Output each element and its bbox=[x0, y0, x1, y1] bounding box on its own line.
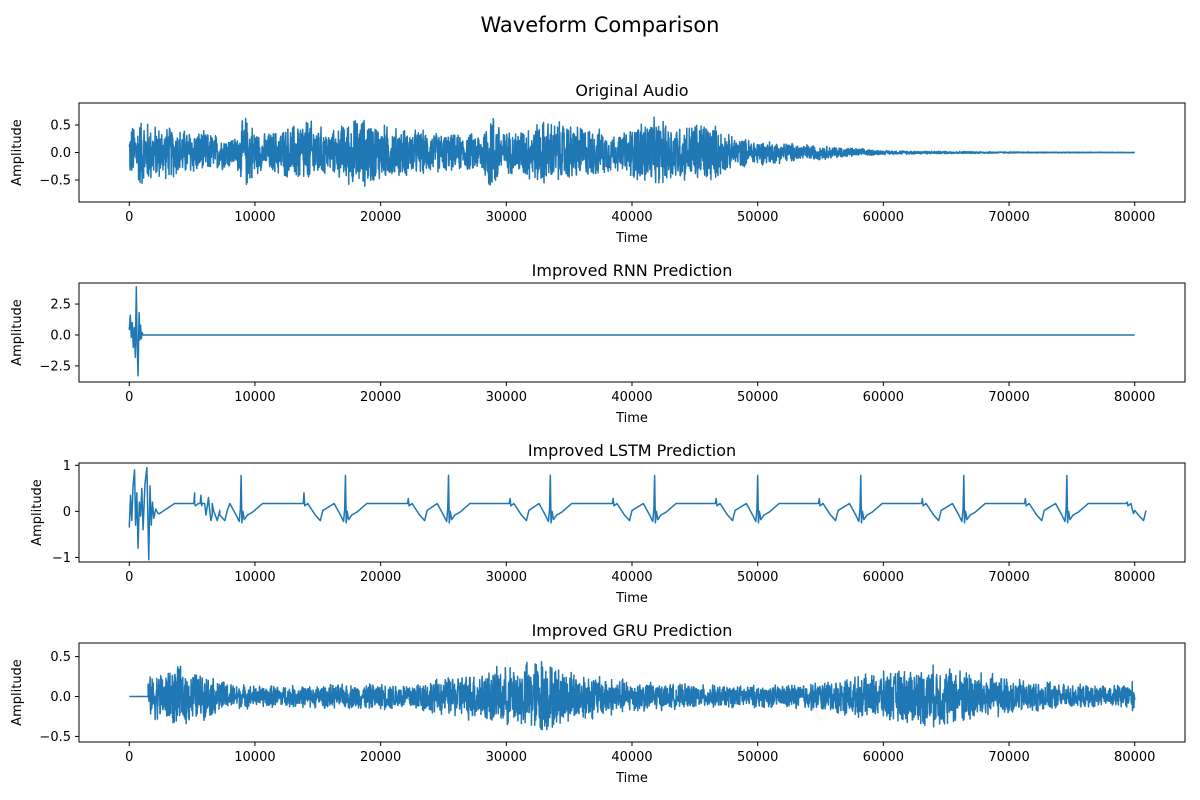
y-tick-label: −2.5 bbox=[39, 359, 71, 374]
series-line bbox=[128, 466, 1147, 561]
y-tick-label: 2.5 bbox=[50, 298, 71, 313]
series-line bbox=[129, 660, 1136, 731]
y-tick-label: 0.5 bbox=[50, 119, 71, 134]
y-axis-label: Amplitude bbox=[10, 659, 25, 726]
figure-suptitle: Waveform Comparison bbox=[480, 13, 719, 37]
x-tick-label: 10000 bbox=[234, 210, 275, 225]
subplot-1: 0 10000 20000 30000 40000 50000 60000 70000 8000… bbox=[10, 81, 1186, 246]
series-line bbox=[128, 116, 1136, 187]
subplot-title: Original Audio bbox=[575, 81, 688, 100]
x-tick-label: 20000 bbox=[360, 210, 401, 225]
x-tick-label: 30000 bbox=[486, 750, 527, 765]
x-axis-label: Time bbox=[615, 591, 648, 606]
subplot-title: Improved LSTM Prediction bbox=[528, 441, 736, 460]
x-tick-label: 80000 bbox=[1114, 750, 1155, 765]
subplot-3: 0 10000 20000 30000 40000 50000 60000 70000 8000… bbox=[30, 441, 1186, 606]
y-tick-label: 1 bbox=[63, 459, 71, 474]
y-axis-label: Amplitude bbox=[10, 119, 25, 186]
x-tick-label: 50000 bbox=[737, 390, 778, 405]
x-tick-label: 50000 bbox=[737, 210, 778, 225]
x-tick-label: 60000 bbox=[863, 210, 904, 225]
y-tick-label: 0.0 bbox=[50, 328, 71, 343]
x-tick-label: 0 bbox=[125, 210, 133, 225]
series-line bbox=[128, 285, 1135, 377]
x-axis-label: Time bbox=[615, 411, 648, 426]
x-tick-label: 60000 bbox=[863, 750, 904, 765]
x-tick-label: 80000 bbox=[1114, 390, 1155, 405]
subplot-title: Improved GRU Prediction bbox=[532, 621, 733, 640]
y-tick-label: 0.5 bbox=[50, 650, 71, 665]
x-tick-label: 20000 bbox=[360, 750, 401, 765]
y-axis-label: Amplitude bbox=[10, 299, 25, 366]
x-tick-label: 10000 bbox=[234, 570, 275, 585]
x-tick-label: 60000 bbox=[863, 390, 904, 405]
x-axis-label: Time bbox=[615, 231, 648, 246]
x-tick-label: 10000 bbox=[234, 390, 275, 405]
x-tick-label: 40000 bbox=[611, 750, 652, 765]
y-tick-label: −0.5 bbox=[39, 730, 71, 745]
subplot-title: Improved RNN Prediction bbox=[532, 261, 733, 280]
x-tick-label: 70000 bbox=[988, 210, 1029, 225]
x-tick-label: 0 bbox=[125, 390, 133, 405]
x-tick-label: 20000 bbox=[360, 570, 401, 585]
x-tick-label: 60000 bbox=[863, 570, 904, 585]
x-tick-label: 80000 bbox=[1114, 210, 1155, 225]
x-tick-label: 20000 bbox=[360, 390, 401, 405]
x-tick-label: 30000 bbox=[486, 570, 527, 585]
y-tick-label: −0.5 bbox=[39, 174, 71, 189]
x-tick-label: 0 bbox=[125, 570, 133, 585]
y-tick-label: 0.0 bbox=[50, 146, 71, 161]
y-tick-label: −1 bbox=[52, 551, 71, 566]
x-tick-label: 70000 bbox=[988, 390, 1029, 405]
x-tick-label: 40000 bbox=[611, 390, 652, 405]
x-tick-label: 10000 bbox=[234, 750, 275, 765]
x-tick-label: 30000 bbox=[486, 210, 527, 225]
x-tick-label: 40000 bbox=[611, 210, 652, 225]
x-tick-label: 70000 bbox=[988, 570, 1029, 585]
x-axis-label: Time bbox=[615, 771, 648, 786]
x-tick-label: 30000 bbox=[486, 390, 527, 405]
x-tick-label: 80000 bbox=[1114, 570, 1155, 585]
subplot-2: 0 10000 20000 30000 40000 50000 60000 70000 8000… bbox=[10, 261, 1186, 426]
y-tick-label: 0 bbox=[63, 505, 71, 520]
y-tick-label: 0.0 bbox=[50, 690, 71, 705]
x-tick-label: 70000 bbox=[988, 750, 1029, 765]
x-tick-label: 0 bbox=[125, 750, 133, 765]
x-tick-label: 40000 bbox=[611, 570, 652, 585]
axes-frame bbox=[78, 282, 1186, 383]
x-tick-label: 50000 bbox=[737, 750, 778, 765]
x-tick-label: 50000 bbox=[737, 570, 778, 585]
subplot-4: 0 10000 20000 30000 40000 50000 60000 70000 8000… bbox=[10, 621, 1186, 786]
y-axis-label: Amplitude bbox=[30, 479, 45, 546]
